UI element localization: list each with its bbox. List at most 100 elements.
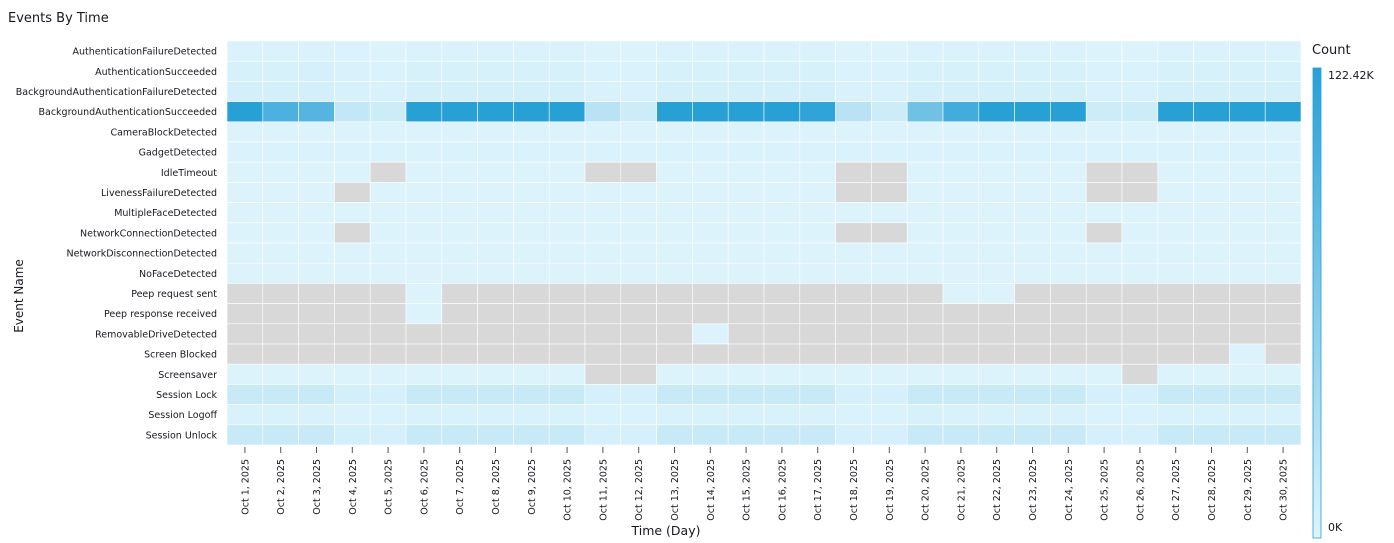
heatmap-cell[interactable] (513, 60, 550, 82)
heatmap-cell[interactable] (1264, 141, 1302, 163)
heatmap-cell[interactable] (727, 363, 765, 385)
heatmap-cell[interactable] (477, 323, 514, 345)
heatmap-cell[interactable] (620, 222, 657, 244)
heatmap-cell[interactable] (477, 424, 514, 446)
heatmap-cell[interactable] (978, 404, 1015, 426)
heatmap-cell[interactable] (369, 141, 407, 163)
heatmap-cell[interactable] (226, 121, 264, 143)
heatmap-cell[interactable] (620, 404, 657, 426)
heatmap-cell[interactable] (226, 202, 264, 224)
heatmap-cell[interactable] (692, 121, 729, 143)
heatmap-cell[interactable] (978, 303, 1015, 325)
heatmap-cell[interactable] (763, 60, 801, 82)
heatmap-cell[interactable] (441, 343, 478, 365)
heatmap-cell[interactable] (1121, 161, 1159, 183)
heatmap-cell[interactable] (298, 303, 335, 325)
heatmap-cell[interactable] (942, 363, 980, 385)
heatmap-cell[interactable] (835, 141, 872, 163)
heatmap-cell[interactable] (978, 323, 1015, 345)
heatmap-cell[interactable] (298, 404, 335, 426)
heatmap-cell[interactable] (727, 303, 765, 325)
heatmap-cell[interactable] (942, 141, 980, 163)
heatmap-cell[interactable] (727, 141, 765, 163)
heatmap-cell[interactable] (1050, 101, 1087, 123)
heatmap-cell[interactable] (1050, 60, 1087, 82)
heatmap-cell[interactable] (298, 343, 335, 365)
heatmap-cell[interactable] (1264, 242, 1302, 264)
heatmap-cell[interactable] (584, 384, 622, 405)
heatmap-cell[interactable] (906, 363, 944, 385)
heatmap-cell[interactable] (262, 303, 299, 325)
heatmap-cell[interactable] (1264, 283, 1302, 304)
heatmap-cell[interactable] (942, 222, 980, 244)
heatmap-cell[interactable] (548, 141, 586, 163)
heatmap-cell[interactable] (871, 242, 908, 264)
heatmap-cell[interactable] (513, 404, 550, 426)
heatmap-cell[interactable] (1229, 182, 1266, 203)
heatmap-cell[interactable] (942, 242, 980, 264)
heatmap-cell[interactable] (1121, 424, 1159, 446)
heatmap-cell[interactable] (1121, 262, 1159, 284)
heatmap-cell[interactable] (1193, 182, 1230, 203)
heatmap-cell[interactable] (1157, 182, 1194, 203)
heatmap-cell[interactable] (656, 384, 693, 405)
heatmap-cell[interactable] (441, 323, 478, 345)
heatmap-cell[interactable] (799, 101, 836, 123)
heatmap-cell[interactable] (727, 121, 765, 143)
heatmap-cell[interactable] (835, 222, 872, 244)
heatmap-cell[interactable] (871, 81, 908, 102)
heatmap-cell[interactable] (1193, 242, 1230, 264)
heatmap-cell[interactable] (369, 283, 407, 304)
heatmap-cell[interactable] (978, 283, 1015, 304)
heatmap-cell[interactable] (799, 121, 836, 143)
heatmap-cell[interactable] (1014, 101, 1051, 123)
heatmap-cell[interactable] (1014, 121, 1051, 143)
heatmap-cell[interactable] (1121, 323, 1159, 345)
heatmap-cell[interactable] (298, 384, 335, 405)
heatmap-cell[interactable] (405, 384, 443, 405)
heatmap-cell[interactable] (441, 424, 478, 446)
heatmap-cell[interactable] (906, 182, 944, 203)
heatmap-cell[interactable] (620, 242, 657, 264)
heatmap-cell[interactable] (1014, 202, 1051, 224)
heatmap-cell[interactable] (226, 404, 264, 426)
heatmap-cell[interactable] (1085, 424, 1123, 446)
heatmap-cell[interactable] (942, 404, 980, 426)
heatmap-cell[interactable] (1157, 363, 1194, 385)
heatmap-cell[interactable] (298, 101, 335, 123)
heatmap-cell[interactable] (1014, 424, 1051, 446)
heatmap-cell[interactable] (1050, 262, 1087, 284)
heatmap-cell[interactable] (405, 242, 443, 264)
heatmap-cell[interactable] (692, 101, 729, 123)
heatmap-cell[interactable] (1193, 323, 1230, 345)
heatmap-cell[interactable] (656, 81, 693, 102)
heatmap-cell[interactable] (727, 323, 765, 345)
heatmap-cell[interactable] (584, 343, 622, 365)
heatmap-cell[interactable] (334, 343, 371, 365)
heatmap-cell[interactable] (978, 161, 1015, 183)
heatmap-cell[interactable] (763, 343, 801, 365)
heatmap-cell[interactable] (799, 161, 836, 183)
heatmap-cell[interactable] (727, 161, 765, 183)
heatmap-cell[interactable] (1014, 40, 1051, 62)
heatmap-cell[interactable] (477, 404, 514, 426)
heatmap-cell[interactable] (906, 222, 944, 244)
heatmap-cell[interactable] (871, 283, 908, 304)
heatmap-cell[interactable] (513, 384, 550, 405)
heatmap-cell[interactable] (620, 81, 657, 102)
heatmap-cell[interactable] (656, 283, 693, 304)
heatmap-cell[interactable] (441, 202, 478, 224)
heatmap-cell[interactable] (620, 343, 657, 365)
heatmap-cell[interactable] (1229, 404, 1266, 426)
heatmap-cell[interactable] (1050, 202, 1087, 224)
heatmap-cell[interactable] (369, 363, 407, 385)
heatmap-cell[interactable] (1085, 404, 1123, 426)
heatmap-cell[interactable] (1050, 424, 1087, 446)
heatmap-cell[interactable] (1193, 343, 1230, 365)
heatmap-cell[interactable] (548, 303, 586, 325)
heatmap-cell[interactable] (1157, 384, 1194, 405)
heatmap-cell[interactable] (620, 182, 657, 203)
heatmap-cell[interactable] (978, 343, 1015, 365)
heatmap-cell[interactable] (978, 40, 1015, 62)
heatmap-cell[interactable] (871, 404, 908, 426)
